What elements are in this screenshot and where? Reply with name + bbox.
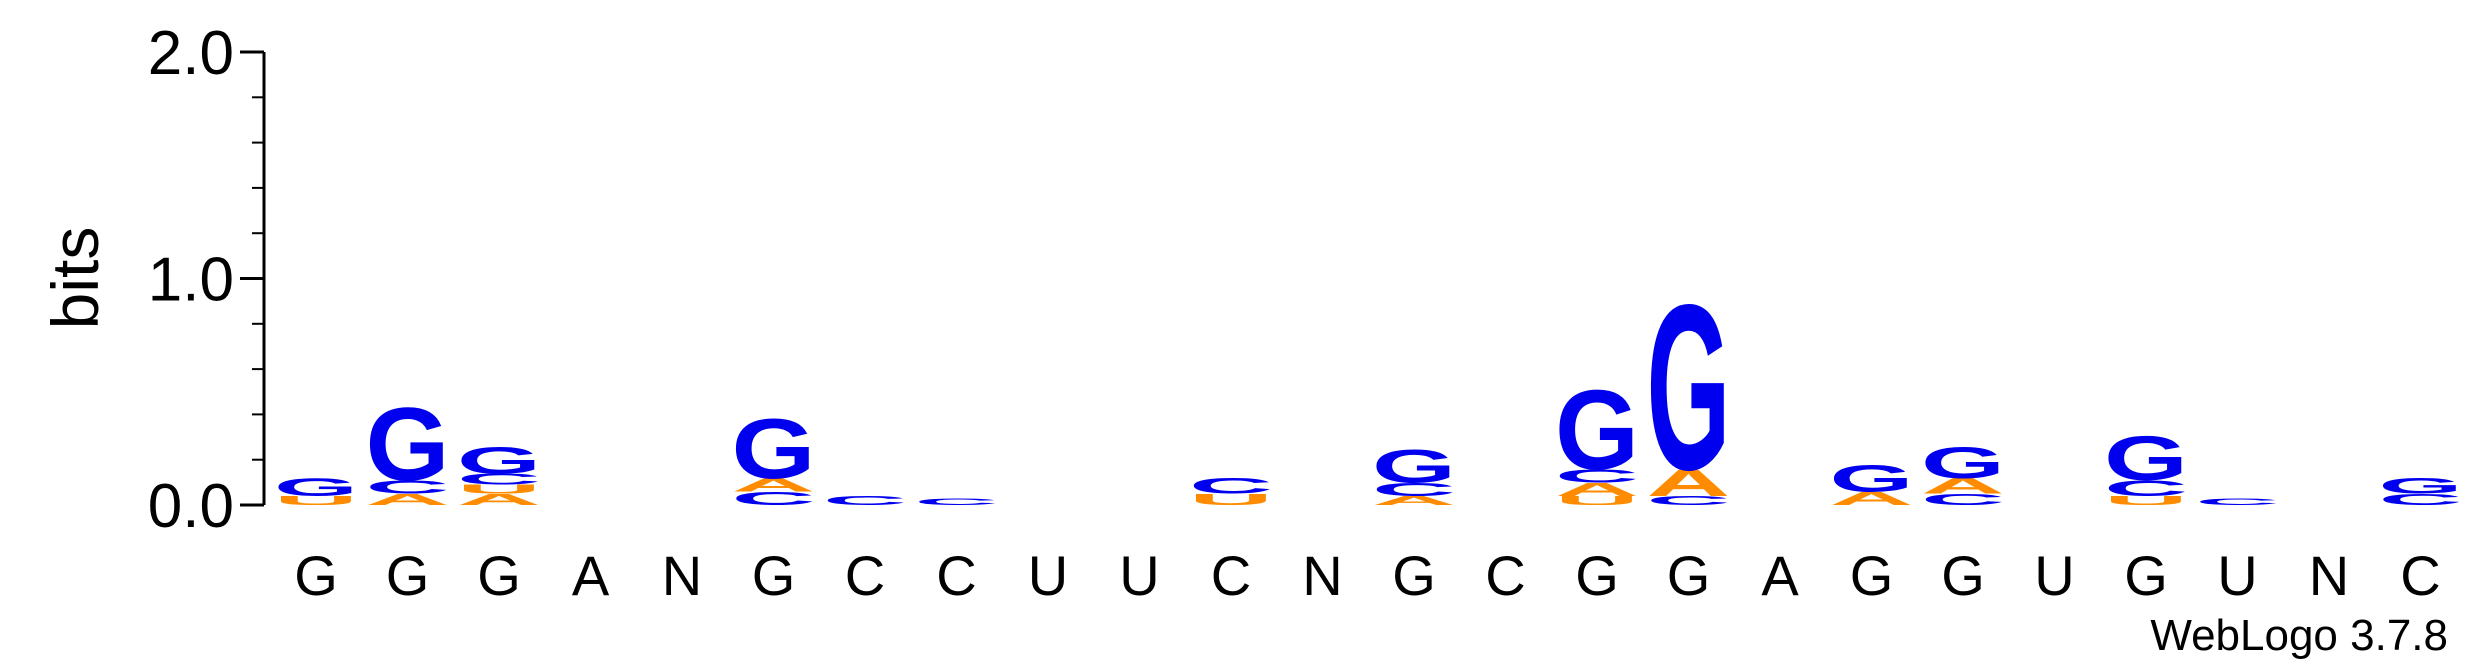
weblogo-footer: WebLogo 3.7.8 [2150,611,2448,660]
logo-letter: C [1555,465,1639,486]
logo-letter: A [366,491,450,509]
x-position-label: U [1119,544,1159,607]
x-position-label: U [2217,544,2257,607]
x-position-label: C [936,544,976,607]
logo-letter: G [2379,474,2463,499]
logo-letter: C [1921,491,2005,509]
logo-letter: A [1921,474,2005,499]
x-position-label: G [1392,544,1436,607]
logo-letter: A [732,474,816,495]
logo-letter: G [2104,423,2188,493]
logo-letter: C [1646,494,1730,508]
x-position-label: G [1575,544,1619,607]
logo-letter: U [457,482,541,496]
x-position-label: G [2124,544,2168,607]
x-position-label: G [386,544,430,607]
logo-letter: U [1189,491,1273,509]
x-position-label: A [572,544,610,607]
x-position-label: G [477,544,521,607]
x-position-label: N [2309,544,2349,607]
x-position-label: G [294,544,338,607]
logo-letter: A [457,491,541,509]
y-axis: 0.0 1.0 2.0 [148,19,266,541]
logo-letter: C [2379,491,2463,509]
x-position-label: A [1761,544,1799,607]
logo-letter: G [274,473,358,501]
logo-letter: A [1555,479,1639,500]
x-position-label: G [752,544,796,607]
logo-letter: U [274,494,358,508]
y-tick-label: 2.0 [148,19,234,88]
logo-letter: C [366,477,450,498]
logo-letter: U [1555,494,1639,508]
logo-letter: C [1189,474,1273,499]
logo-letter: G [1555,367,1639,493]
logo-letter: C [2195,497,2279,508]
logo-letter: G [1830,458,1914,500]
x-position-label: C [1485,544,1525,607]
x-position-label: N [1302,544,1342,607]
logo-letter: G [1921,438,2005,487]
logo-letter: C [457,470,541,488]
logo-letter: G [457,440,541,482]
x-position-label: U [2034,544,2074,607]
logo-letter: C [1372,479,1456,500]
x-position-label: G [1667,544,1711,607]
logo-letter: C [914,497,998,508]
y-tick-label: 0.0 [148,472,234,541]
x-position-label: G [1941,544,1985,607]
y-tick-label: 1.0 [148,246,234,315]
logo-letter: C [2104,476,2188,501]
y-axis-title: bits [38,227,112,330]
logo-letter: G [1647,255,1731,519]
logo-letter: A [1372,494,1456,508]
x-position-label: C [845,544,885,607]
logo-letter: G [366,387,450,503]
logo-letter: G [732,401,816,496]
logo-letter: C [732,488,816,509]
x-position-label: G [1850,544,1894,607]
logo-letter: A [1647,462,1731,504]
x-position-label: C [1211,544,1251,607]
x-position-label: N [662,544,702,607]
logo-letter: A [1830,488,1914,509]
logo-letter: U [2104,494,2188,508]
x-position-label: U [1028,544,1068,607]
logo-letter: C [823,494,907,508]
x-position-label: C [2400,544,2440,607]
logo-letter: G [1372,440,1456,493]
